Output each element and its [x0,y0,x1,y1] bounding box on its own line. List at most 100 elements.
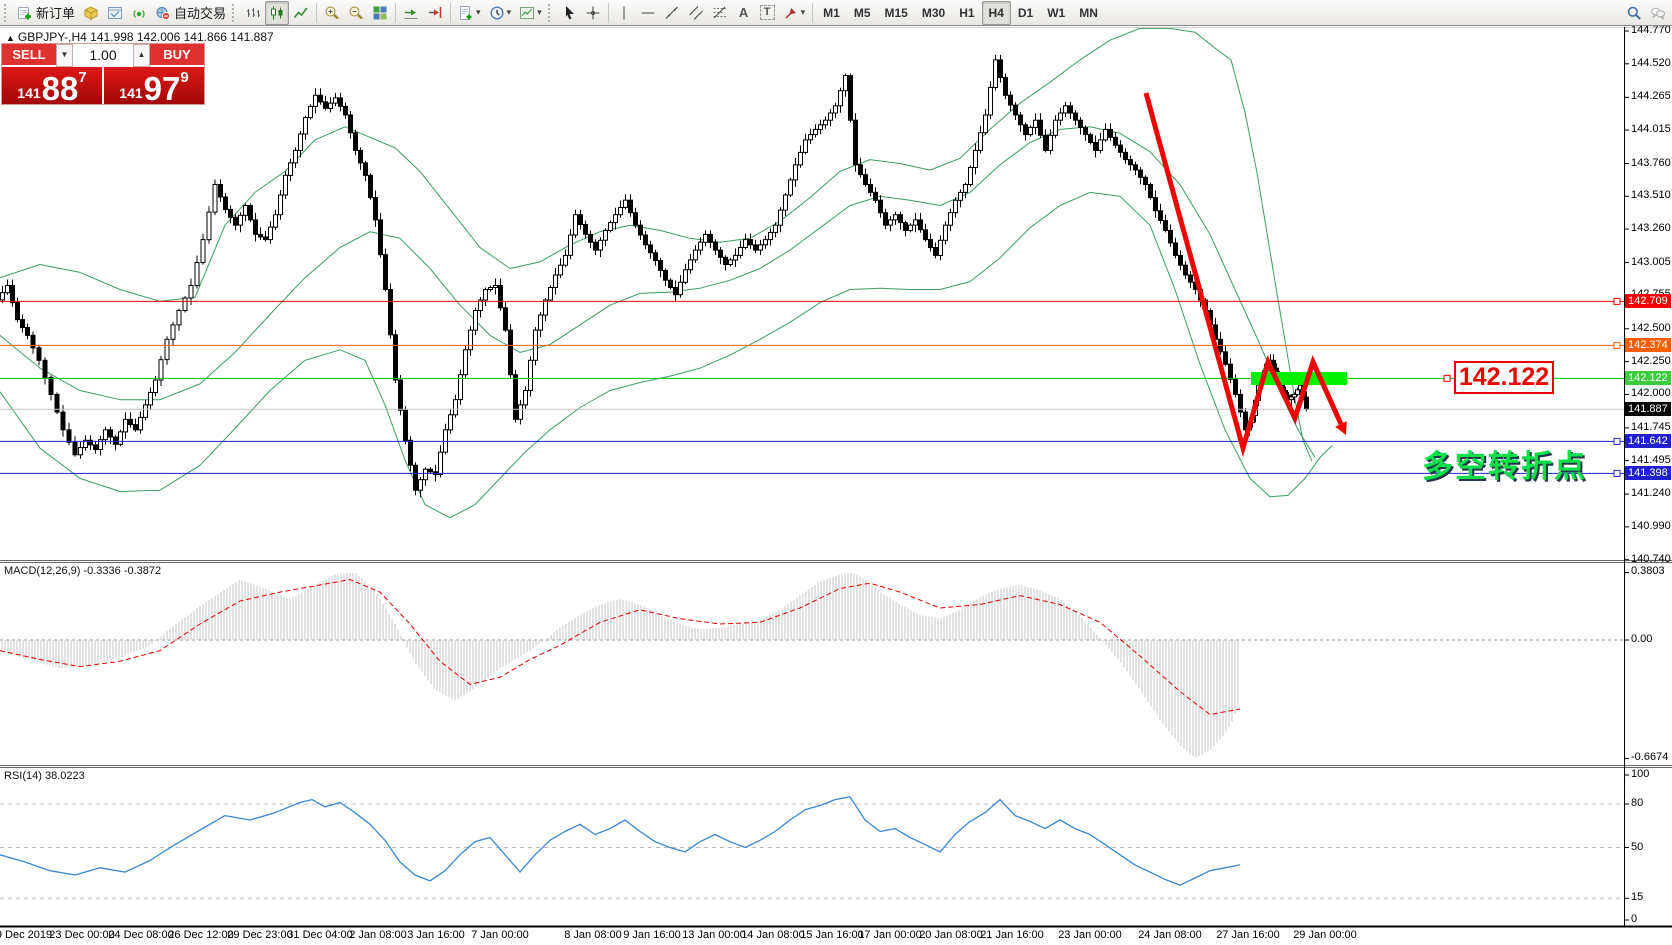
time-axis-label: 8 Jan 08:00 [564,929,622,941]
timeframe-m5-button[interactable]: M5 [853,5,871,20]
price-badge: 142.709 [1625,294,1671,309]
sell-button[interactable]: SELL [2,44,56,67]
dropdown-caret-icon: ▾ [506,7,512,17]
channel-tool-button[interactable] [684,1,708,25]
timeframe-h4-button[interactable]: H4 [981,0,1011,25]
chart-shift-button[interactable] [423,1,447,25]
dropdown-caret-icon: ▾ [537,7,542,17]
bid-big-digits: 88 [41,69,79,107]
time-axis-label: 14 Jan 08:00 [741,929,805,941]
time-axis-label: 15 Jan 16:00 [800,929,864,941]
buy-price-button[interactable]: 141 97 9 [104,67,204,105]
text-tool-button[interactable]: A [732,1,756,25]
time-axis-label: 26 Dec 12:00 [168,929,234,941]
market-watch-button[interactable] [79,1,103,25]
axis-tick-label: 141.240 [1631,487,1671,500]
time-axis-label: 24 Dec 08:00 [108,929,174,941]
tile-windows-button[interactable] [368,1,392,25]
market-watch-icon [84,5,98,21]
axis-tick-label: 0.00 [1631,633,1653,645]
auto-scroll-icon [404,9,418,19]
dropdown-caret-icon: ▾ [476,7,481,17]
auto-scroll-button[interactable] [399,1,423,25]
axis-tick-label: 50 [1631,840,1644,853]
signals-button[interactable] [127,1,151,25]
sell-price-button[interactable]: 141 88 7 [2,67,102,107]
axis-tick-label: 15 [1631,891,1644,904]
buy-button[interactable]: BUY [150,44,204,67]
time-axis-label: 17 Jan 00:00 [858,929,922,941]
axis-tick-label: 142.000 [1631,387,1671,400]
collapse-panel-icon[interactable]: ▲ [6,33,15,43]
axis-tick-label: 144.770 [1631,24,1671,36]
price-annotation-box: 142.122 [1454,361,1554,394]
crosshair-icon [586,6,600,19]
zoom-out-button[interactable] [344,1,368,25]
timeframe-h1-button[interactable]: H1 [959,5,975,20]
cursor-tool-button[interactable] [557,1,581,25]
axis-tick-label: 140.740 [1631,552,1671,565]
toolbar-grip [4,3,9,22]
data-window-button[interactable] [103,1,127,25]
arrows-tool-button[interactable]: ▾ [779,1,810,25]
time-axis[interactable]: 9 Dec 2019 23 Dec 00:00 24 Dec 08:00 26 Dec… [0,929,1672,945]
ask-prefix: 141 [119,85,143,102]
zoom-in-button[interactable] [320,1,344,25]
templates-button[interactable]: ▾ [515,1,546,25]
timeframe-m1-button[interactable]: M1 [823,5,840,20]
axis-tick-label: 143.510 [1631,189,1671,202]
price-badge: 141.642 [1625,434,1671,449]
volume-decrease-button[interactable]: ▼ [56,44,73,67]
axis-tick-label: 80 [1631,797,1644,809]
bar-chart-mode-button[interactable] [241,1,265,25]
fibonacci-tool-button[interactable] [708,1,732,25]
vertical-line-icon [623,6,625,19]
zoom-out-icon [349,6,363,19]
vertical-line-tool-button[interactable] [612,1,636,25]
auto-trading-button[interactable]: 自动交易 [151,1,230,25]
arrows-icon [785,7,796,19]
candlestick-mode-button[interactable] [265,0,290,25]
periods-button[interactable]: ▾ [485,1,516,25]
indicators-button[interactable]: ▾ [454,1,485,25]
timeframe-m15-button[interactable]: M15 [884,5,908,20]
bid-pip-digit: 7 [78,69,87,86]
time-axis-label: 29 Jan 00:00 [1293,929,1357,941]
new-order-label: 新订单 [36,6,76,21]
timeframe-d1-button[interactable]: D1 [1017,5,1034,20]
timeframe-m30-button[interactable]: M30 [921,5,946,20]
new-order-button[interactable]: 新订单 [13,1,79,25]
trendline-tool-button[interactable] [660,1,684,25]
chat-button[interactable] [1646,1,1670,25]
horizontal-line-tool-button[interactable] [636,1,660,25]
analyst-drawings [1143,92,1347,458]
text-label-tool-button[interactable]: T [756,1,779,25]
axis-tick-label: 100 [1631,768,1650,780]
macd-indicator-label: MACD(12,26,9) -0.3336 -0.3872 [4,565,162,577]
one-click-trading-panel: SELL ▼ 1.00 ▲ BUY 141 88 7 141 97 9 [2,44,204,107]
timeframe-w1-button[interactable]: W1 [1047,5,1066,20]
template-icon [520,6,535,19]
time-axis-label: 20 Jan 08:00 [919,929,983,941]
toolbar-grip [232,3,237,22]
bar-chart-icon [247,7,261,17]
line-chart-mode-button[interactable] [289,1,313,25]
volume-input[interactable]: 1.00 [73,44,133,67]
timeframe-mn-button[interactable]: MN [1079,5,1098,20]
time-axis-label: 3 Jan 16:00 [407,929,465,941]
cursor-icon [565,5,574,19]
volume-increase-button[interactable]: ▲ [133,44,150,67]
rsi-indicator-label: RSI(14) 38.0223 [4,770,85,782]
crosshair-tool-button[interactable] [581,1,605,25]
time-axis-label: 9 Dec 2019 [0,929,53,941]
time-axis-label: 23 Jan 00:00 [1058,929,1122,941]
dropdown-caret-icon: ▾ [800,7,806,17]
candlestick-icon [271,6,283,19]
trendline-icon [665,6,678,19]
axis-tick-label: 144.015 [1631,123,1671,136]
search-button[interactable] [1622,1,1646,25]
fibonacci-icon [713,6,727,18]
